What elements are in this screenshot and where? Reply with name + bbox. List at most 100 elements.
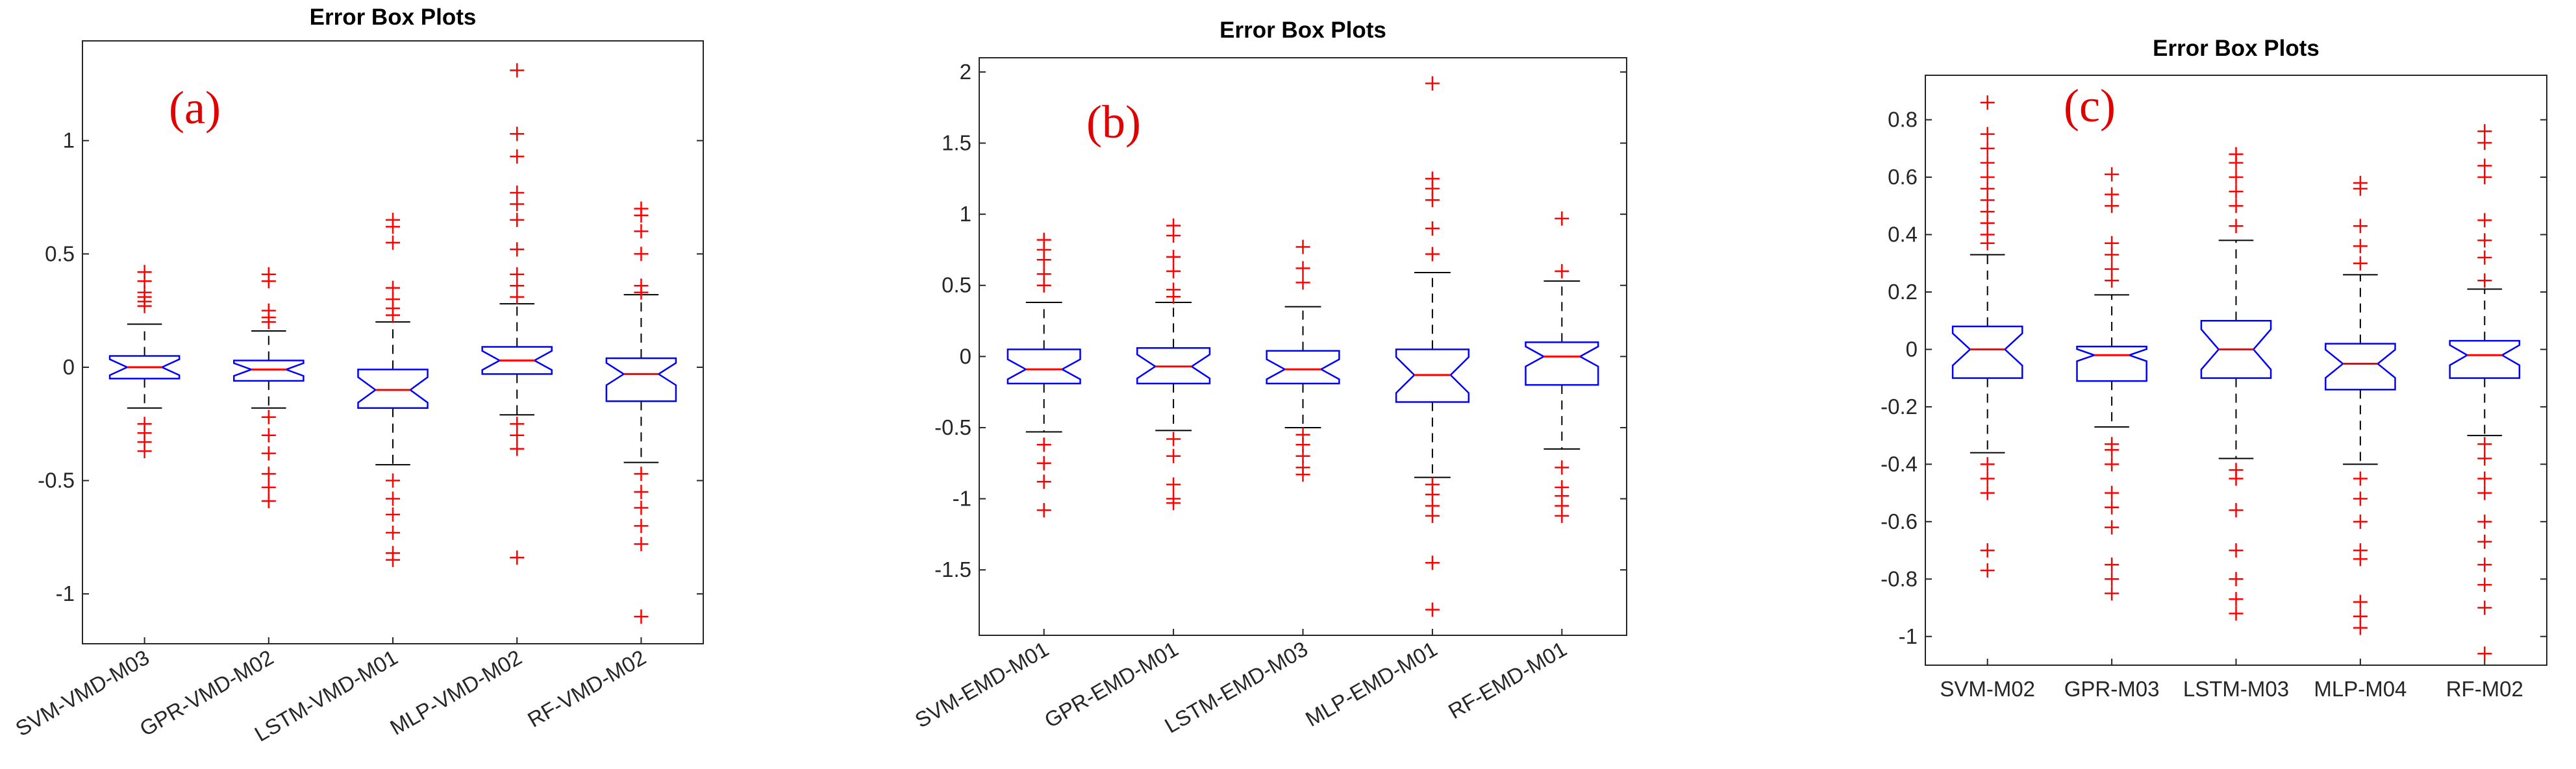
outlier [2105,167,2120,182]
outlier [261,315,276,330]
y-tick-label: 0.8 [1888,108,1918,132]
box [1266,350,1340,385]
outlier [2477,600,2492,615]
outlier [1036,503,1051,518]
outlier [1425,508,1440,523]
outlier [1166,496,1181,511]
outlier [2105,199,2120,214]
outlier [261,446,276,461]
outlier [2477,451,2492,466]
chart-title: Error Box Plots [1219,18,1386,43]
outlier [137,444,152,459]
outlier [2477,135,2492,150]
outlier [2353,594,2368,609]
outlier [2353,491,2368,506]
box [357,369,429,409]
outlier [1555,211,1569,226]
outlier [2353,514,2368,529]
outlier [1166,249,1181,264]
outlier [2477,514,2492,529]
outlier [1980,95,1995,110]
outlier [2477,557,2492,572]
outlier [2229,199,2244,214]
outlier [634,485,649,500]
y-tick-label: 0.6 [1888,165,1918,189]
outlier [1425,193,1440,208]
y-tick-label: 1.5 [942,131,971,155]
outlier [1036,278,1051,293]
outlier [2229,155,2244,170]
outlier [1036,252,1051,267]
box [2449,339,2521,379]
outlier [2477,213,2492,228]
y-tick-label: 2 [960,60,971,84]
outlier [634,247,649,262]
outlier [1980,543,1995,558]
x-tick-label: GPR-M03 [2064,677,2160,701]
outlier [634,467,649,482]
outlier [1295,239,1310,254]
outlier [1980,563,1995,578]
x-tick-label: SVM-EMD-M01 [911,637,1053,733]
y-tick-label: 0.5 [942,273,971,297]
outlier [386,308,400,323]
outlier [2477,471,2492,486]
outlier [1425,555,1440,570]
x-tick-label: SVM-VMD-M03 [12,645,154,741]
outlier [1166,432,1181,446]
outlier [386,525,400,540]
panel-label: (c) [2064,80,2116,132]
box [2200,319,2272,379]
box [233,360,305,382]
outlier [2353,256,2368,271]
panel-label: (b) [1086,96,1141,148]
y-tick-label: -1.5 [934,557,971,581]
box [1007,348,1081,385]
outlier [1036,437,1051,452]
outlier [386,473,400,488]
outlier [386,491,400,506]
outlier [261,467,276,482]
outlier [510,550,525,565]
outlier [2105,557,2120,572]
y-tick-label: 0 [63,355,75,379]
outlier [1166,477,1181,492]
outlier [2105,273,2120,288]
outlier [1555,460,1569,475]
outlier [510,197,525,212]
box [1395,348,1469,403]
outlier [634,519,649,533]
outlier [386,552,400,567]
outlier [2477,170,2492,185]
outlier [137,299,152,313]
outlier [2477,534,2492,549]
y-tick-label: -1 [1899,624,1918,648]
outlier [386,219,400,234]
y-tick-label: -0.6 [1881,509,1918,533]
outlier [2353,620,2368,635]
outlier [1980,155,1995,170]
x-tick-label: SVM-M02 [1940,677,2035,701]
outlier [1295,467,1310,482]
y-tick-label: -0.5 [38,469,75,493]
outlier [634,224,649,239]
y-tick-label: 0.5 [45,241,75,265]
outlier [2353,181,2368,196]
x-tick-label: RF-EMD-M01 [1444,637,1571,724]
outlier [2105,247,2120,262]
outlier [2353,471,2368,486]
x-tick-label: MLP-EMD-M01 [1301,637,1441,731]
outlier [1166,289,1181,304]
outlier [2105,443,2120,458]
outlier [510,242,525,257]
outlier [634,285,649,300]
chart-title: Error Box Plots [310,5,477,30]
box [605,357,677,402]
outlier [510,149,525,164]
outlier [510,127,525,141]
box [481,346,553,375]
outlier [2477,233,2492,248]
outlier [2477,273,2492,288]
